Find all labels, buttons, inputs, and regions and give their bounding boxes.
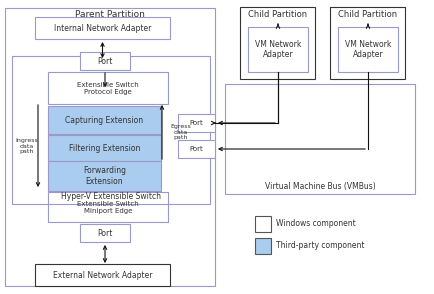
Text: Virtual Machine Bus (VMBus): Virtual Machine Bus (VMBus) [264,181,375,191]
Text: Forwarding
Extension: Forwarding Extension [83,166,126,186]
Text: VM Network
Adapter: VM Network Adapter [344,40,390,59]
Text: Parent Partition: Parent Partition [75,9,145,19]
Bar [35,17,170,39]
Bar [48,106,161,134]
Text: Ingress
data
path: Ingress data path [15,138,38,154]
Text: Port: Port [97,228,112,238]
Text: Extensible Switch
Protocol Edge: Extensible Switch Protocol Edge [77,81,138,94]
Text: Port: Port [189,146,203,152]
Bar [48,192,168,222]
Text: Child Partition: Child Partition [247,9,306,19]
Bar [48,72,168,104]
Bar [80,52,130,70]
Bar [48,161,161,191]
Text: Third-party component: Third-party component [275,241,364,250]
Bar [254,216,270,232]
Text: Windows component: Windows component [275,220,355,228]
Text: Filtering Extension: Filtering Extension [69,143,140,153]
Text: Child Partition: Child Partition [337,9,396,19]
Text: Port: Port [189,120,203,126]
Bar [178,140,214,158]
Bar [5,8,214,286]
Bar [329,7,404,79]
Bar [254,238,270,254]
Text: Extensible Switch
Miniport Edge: Extensible Switch Miniport Edge [77,201,138,213]
Bar [48,135,161,161]
Bar [224,84,414,194]
Bar [337,27,397,72]
Bar [178,114,214,132]
Bar [240,7,314,79]
Text: Capturing Extension: Capturing Extension [65,116,143,124]
Text: Hyper-V Extensible Switch: Hyper-V Extensible Switch [61,191,161,201]
Text: VM Network
Adapter: VM Network Adapter [254,40,300,59]
Bar [35,264,170,286]
Bar [247,27,307,72]
Text: Port: Port [97,56,112,66]
Text: External Network Adapter: External Network Adapter [53,270,152,280]
Text: Egress
data
path: Egress data path [170,124,191,140]
Bar [12,56,210,204]
Text: Internal Network Adapter: Internal Network Adapter [54,24,151,33]
Bar [80,224,130,242]
